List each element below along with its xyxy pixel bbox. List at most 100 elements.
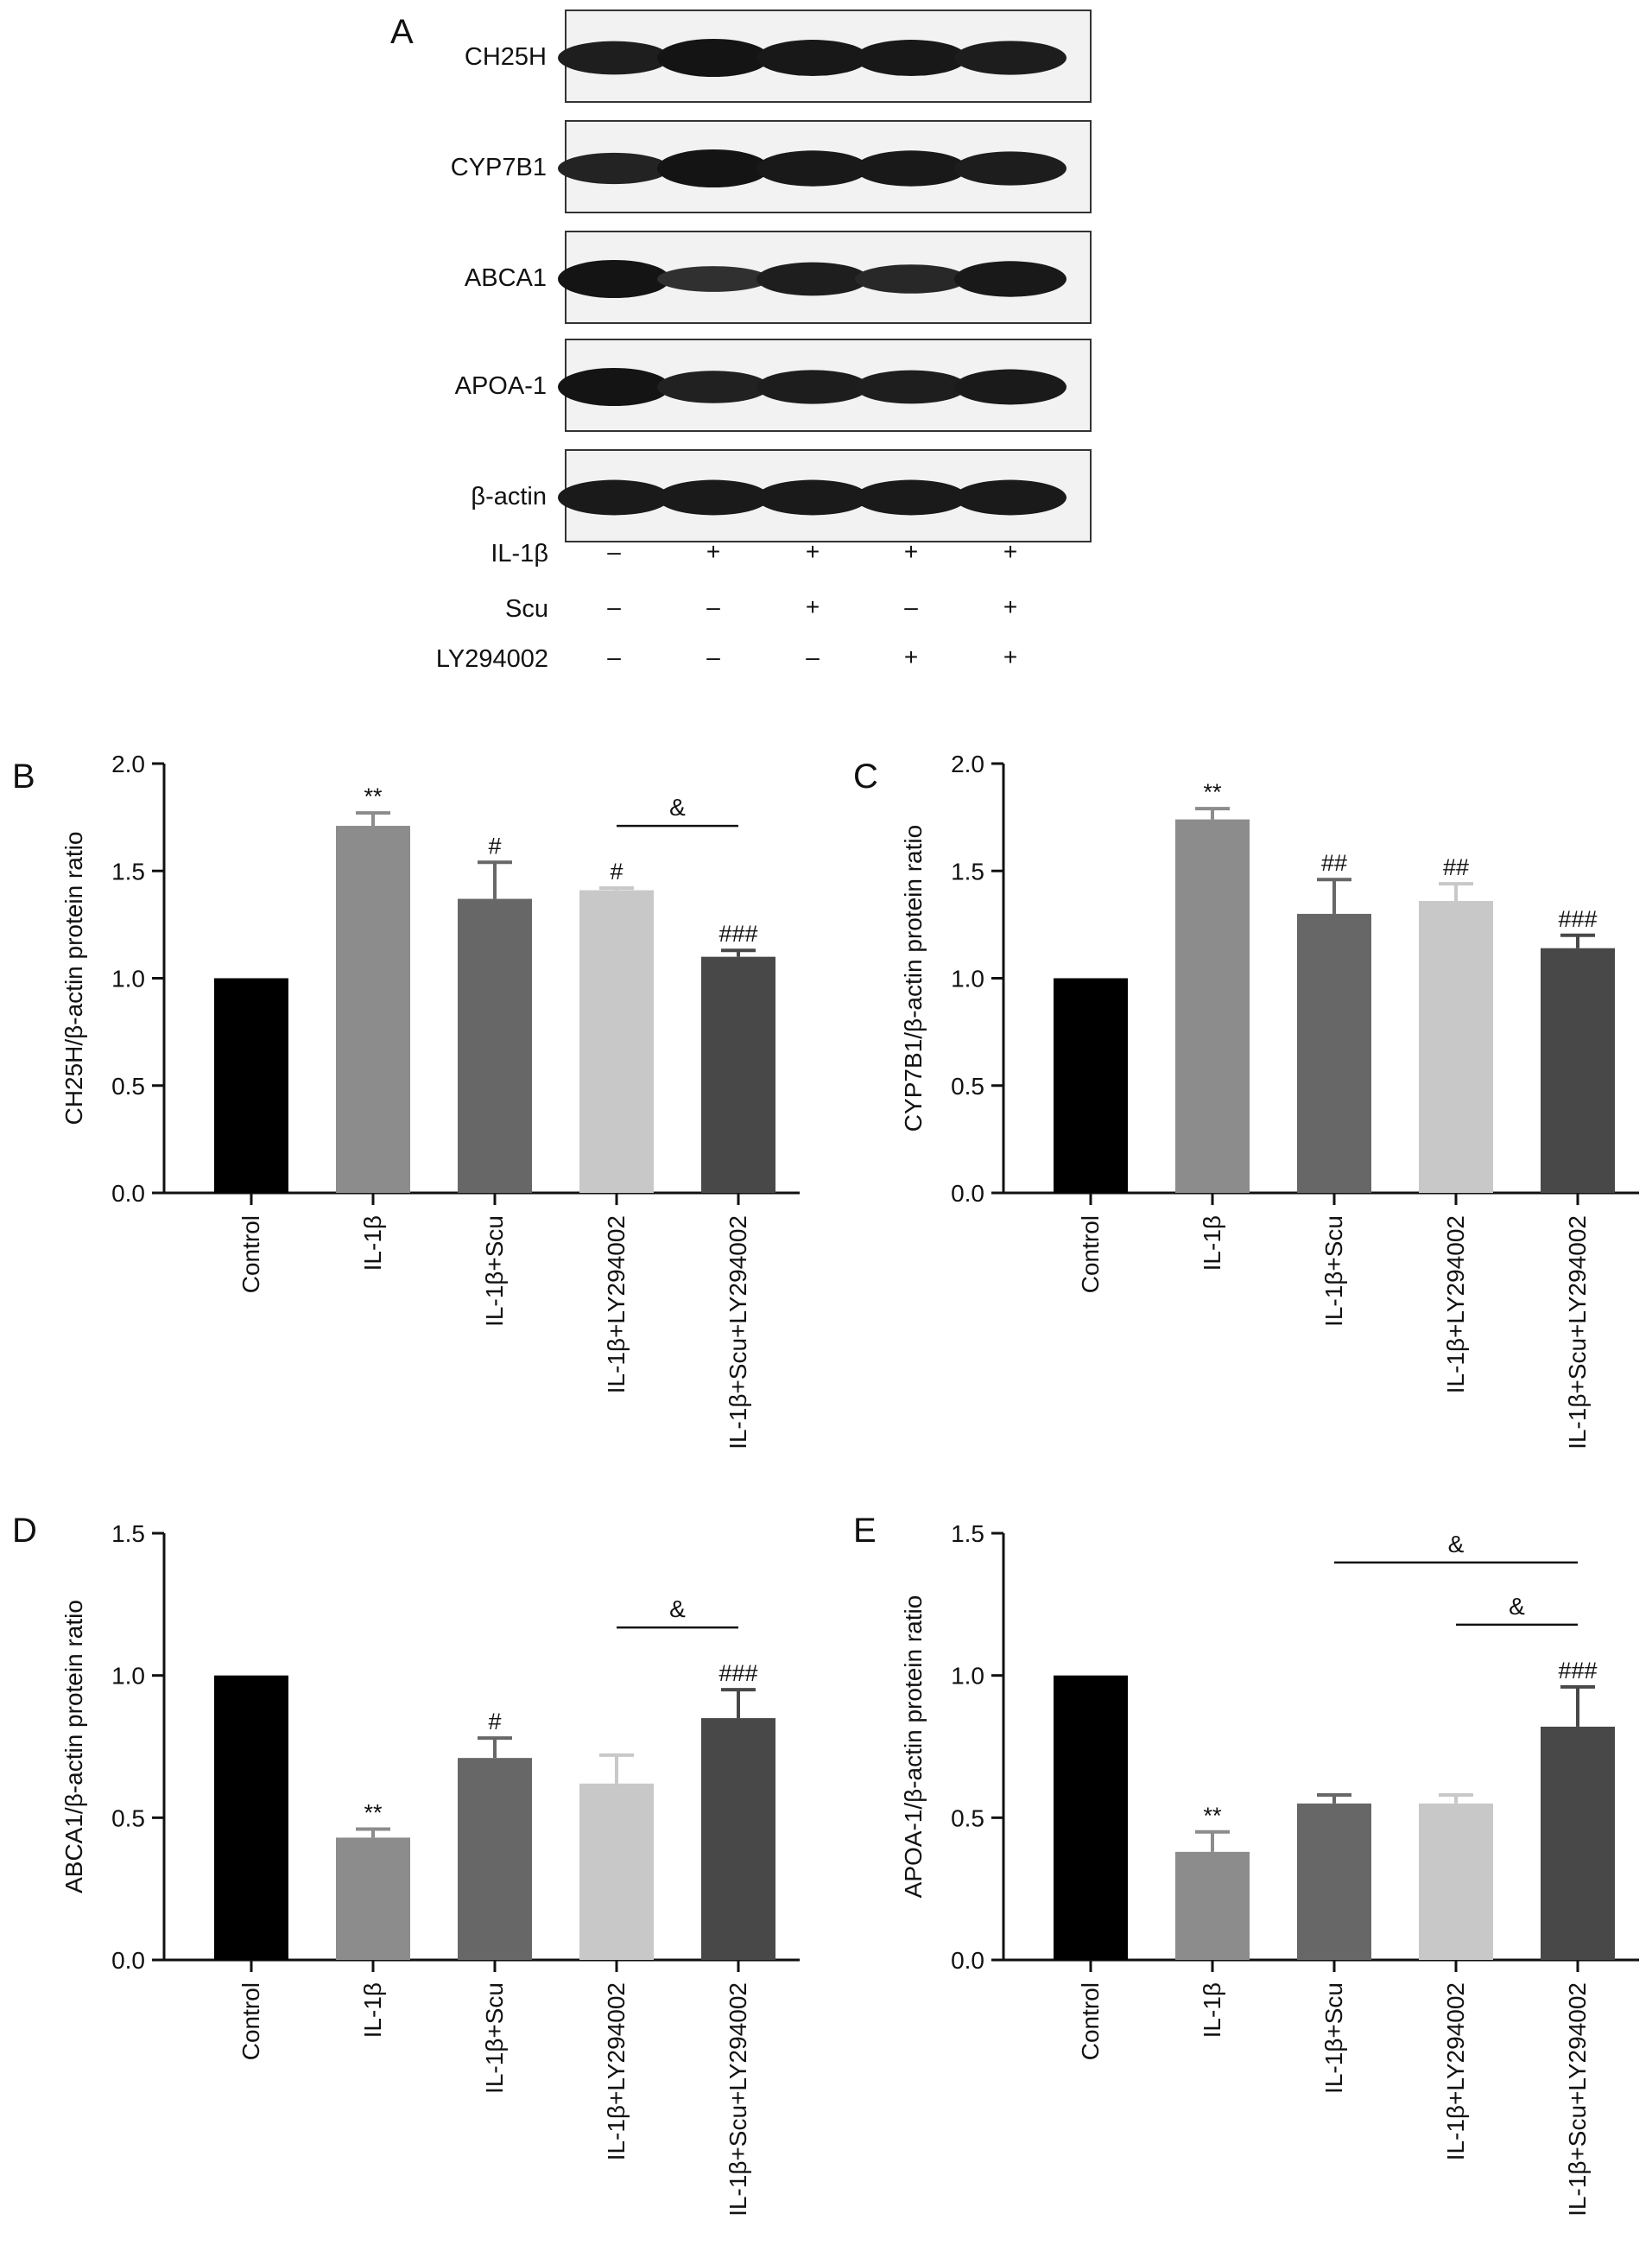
blot-band bbox=[558, 152, 670, 185]
western-blot-panel: A CH25H CYP7B1 ABCA1 APOA-1 β-actin IL-1β – + + + +… bbox=[390, 10, 1092, 673]
blot-band bbox=[756, 370, 869, 404]
x-tick-label: Control bbox=[1077, 1982, 1104, 2060]
band-label: APOA-1 bbox=[455, 372, 547, 400]
bar bbox=[1541, 1726, 1615, 1960]
bar bbox=[336, 826, 410, 1193]
treatment-sign: – bbox=[904, 593, 918, 620]
significance-label: ### bbox=[718, 1660, 757, 1686]
bar bbox=[1419, 1803, 1493, 1960]
panel-letter: D bbox=[12, 1512, 37, 1550]
x-tick-label: IL-1β+Scu bbox=[1320, 1215, 1347, 1327]
chart-panel-b: B 0.0 0.5 1.0 1.5 2.0 CH25H/β-actin protein ra… bbox=[12, 751, 800, 1449]
treatment-sign: – bbox=[607, 593, 621, 620]
y-axis-label: CYP7B1/β-actin protein ratio bbox=[900, 825, 927, 1132]
bar bbox=[1175, 1851, 1250, 1960]
blot-band bbox=[855, 479, 967, 516]
bar bbox=[579, 1783, 654, 1960]
bar bbox=[336, 1837, 410, 1960]
significance-label: # bbox=[610, 859, 623, 885]
panel-letter: B bbox=[12, 758, 35, 796]
bar bbox=[1541, 948, 1615, 1193]
treatment-sign: – bbox=[607, 538, 621, 565]
panel-letter: C bbox=[853, 758, 878, 796]
significance-label: ## bbox=[1443, 854, 1469, 880]
y-axis-label: APOA-1/β-actin protein ratio bbox=[900, 1595, 927, 1899]
treatment-sign: + bbox=[904, 644, 918, 670]
bar bbox=[1175, 819, 1250, 1193]
band-label: CYP7B1 bbox=[451, 154, 547, 181]
bracket-label: & bbox=[669, 794, 686, 821]
x-tick-label: IL-1β+Scu bbox=[1320, 1982, 1347, 2094]
blot-band bbox=[558, 260, 670, 298]
blot-band bbox=[657, 479, 769, 516]
blot-band bbox=[657, 371, 769, 403]
significance-label: ## bbox=[1321, 850, 1347, 876]
y-tick-label: 1.0 bbox=[111, 966, 145, 992]
significance-label: ### bbox=[1558, 906, 1597, 932]
significance-label: ** bbox=[364, 783, 383, 809]
treatment-sign: + bbox=[1003, 538, 1017, 565]
y-tick-label: 0.5 bbox=[111, 1804, 145, 1831]
significance-label: # bbox=[488, 1709, 501, 1734]
treatment-sign: + bbox=[806, 538, 820, 565]
significance-label: # bbox=[488, 833, 501, 859]
blot-band bbox=[756, 150, 869, 187]
band-label: CH25H bbox=[465, 43, 547, 71]
blot-band bbox=[756, 479, 869, 516]
significance-label: ** bbox=[364, 1800, 383, 1826]
bar bbox=[1054, 978, 1128, 1193]
y-tick-label: 1.5 bbox=[111, 1520, 145, 1547]
bar bbox=[1054, 1675, 1128, 1960]
blot-band bbox=[855, 150, 967, 187]
x-tick-label: IL-1β+Scu+LY294002 bbox=[725, 1215, 751, 1449]
blot-band bbox=[756, 40, 869, 76]
blot-band bbox=[558, 368, 670, 406]
blot-band bbox=[954, 479, 1067, 516]
treatment-sign: – bbox=[706, 644, 720, 670]
x-tick-label: IL-1β bbox=[359, 1215, 386, 1271]
y-tick-label: 0.0 bbox=[111, 1947, 145, 1974]
blot-band bbox=[657, 149, 769, 187]
y-tick-label: 0.0 bbox=[951, 1180, 984, 1207]
bar bbox=[214, 1675, 288, 1960]
blot-band bbox=[558, 479, 670, 516]
bar bbox=[1297, 1803, 1371, 1960]
y-tick-label: 0.5 bbox=[951, 1073, 984, 1100]
y-tick-label: 0.5 bbox=[111, 1073, 145, 1100]
x-tick-label: IL-1β+Scu bbox=[481, 1215, 508, 1327]
y-tick-label: 1.0 bbox=[951, 966, 984, 992]
significance-label: ### bbox=[718, 921, 757, 947]
bracket-label: & bbox=[669, 1595, 686, 1622]
treatment-sign: + bbox=[1003, 644, 1017, 670]
bar bbox=[701, 956, 775, 1193]
blot-band bbox=[657, 266, 769, 292]
blot-band bbox=[855, 370, 967, 404]
x-tick-label: Control bbox=[237, 1215, 264, 1293]
band-label: β-actin bbox=[471, 483, 547, 511]
treatment-label: Scu bbox=[505, 595, 548, 623]
y-tick-label: 1.0 bbox=[951, 1663, 984, 1690]
treatment-label: IL-1β bbox=[491, 540, 548, 568]
treatment-sign: + bbox=[1003, 593, 1017, 620]
blot-band bbox=[954, 261, 1067, 297]
bar bbox=[1419, 901, 1493, 1193]
y-tick-label: 2.0 bbox=[111, 751, 145, 777]
x-tick-label: IL-1β+LY294002 bbox=[1442, 1215, 1469, 1393]
treatment-label: LY294002 bbox=[436, 645, 548, 673]
significance-label: ### bbox=[1558, 1658, 1597, 1684]
bar bbox=[1297, 913, 1371, 1193]
bar bbox=[458, 898, 532, 1193]
y-tick-label: 0.5 bbox=[951, 1804, 984, 1831]
blot-band bbox=[756, 262, 869, 296]
y-tick-label: 1.5 bbox=[111, 858, 145, 885]
x-tick-label: IL-1β+Scu+LY294002 bbox=[1564, 1215, 1591, 1449]
bracket-label: & bbox=[1448, 1531, 1465, 1557]
chart-panel-c: C 0.0 0.5 1.0 1.5 2.0 CYP7B1/β-actin protein r… bbox=[853, 751, 1639, 1449]
x-tick-label: Control bbox=[237, 1982, 264, 2060]
x-tick-label: Control bbox=[1077, 1215, 1104, 1293]
bar bbox=[458, 1758, 532, 1960]
treatment-sign: – bbox=[607, 644, 621, 670]
x-tick-label: IL-1β+LY294002 bbox=[603, 1982, 630, 2160]
chart-panel-d: D 0.0 0.5 1.0 1.5 ABCA1/β-actin protein ratio… bbox=[12, 1512, 800, 2216]
